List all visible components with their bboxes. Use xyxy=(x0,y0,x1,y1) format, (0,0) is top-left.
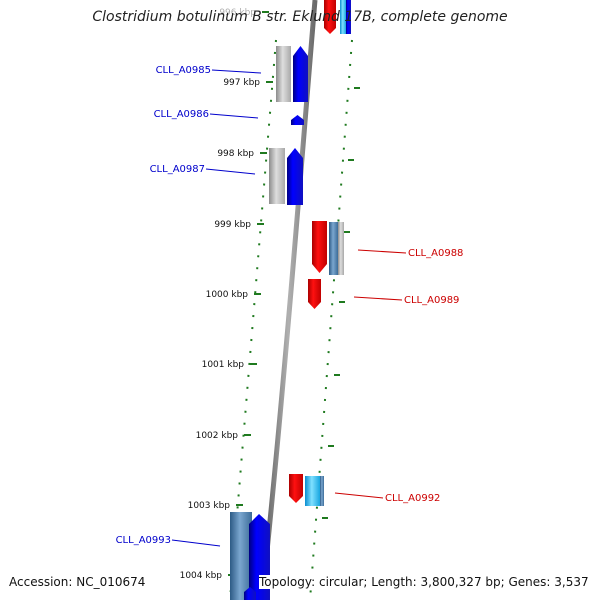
gene-arrow-blue-top xyxy=(346,0,351,34)
gene-label-cll-a0992[interactable]: CLL_A0992 xyxy=(385,493,440,504)
tick-label: 1003 kbp xyxy=(188,501,231,511)
scale-ticks: 996 kbp 997 kbp 998 kbp 999 kbp 1000 kbp 1001… xyxy=(180,8,360,581)
gene-arrow-red xyxy=(312,221,327,273)
tick-label: 996 kbp xyxy=(219,8,256,18)
gene-label-cll-a0986[interactable]: CLL_A0986 xyxy=(154,109,209,120)
gene-block-gray xyxy=(276,46,291,102)
tick-label: 1000 kbp xyxy=(206,290,249,300)
tick-label: 1002 kbp xyxy=(196,431,239,441)
tick-label: 1001 kbp xyxy=(202,360,245,370)
gene-top-cluster xyxy=(324,0,351,34)
gene-cll-a0987[interactable] xyxy=(269,148,303,205)
accession-text: Accession: NC_010674 xyxy=(9,575,146,589)
gene-cll-a0989[interactable] xyxy=(308,279,321,309)
gene-label-cll-a0985[interactable]: CLL_A0985 xyxy=(156,65,211,76)
gene-label-cll-a0993[interactable]: CLL_A0993 xyxy=(116,535,171,546)
inner-track xyxy=(229,39,277,600)
gene-block-steel xyxy=(329,222,338,275)
gene-cll-a0988[interactable] xyxy=(312,221,344,275)
gene-label-cll-a0988[interactable]: CLL_A0988 xyxy=(408,248,463,259)
gene-cll-a0986[interactable] xyxy=(291,115,304,125)
gene-arrow-blue xyxy=(291,115,304,125)
gene-block-cyan xyxy=(305,476,320,506)
tick-label: 1004 kbp xyxy=(180,571,223,581)
map-title: Clostridium botulinum B str. Eklund 17B,… xyxy=(92,9,508,25)
gene-arrow-red-top xyxy=(324,0,336,34)
gene-leader-line xyxy=(171,539,221,547)
outer-track xyxy=(309,39,353,600)
gene-block-steel xyxy=(320,476,324,506)
gene-arrow-blue xyxy=(287,148,303,205)
gene-arrow-blue xyxy=(293,46,308,102)
gene-cll-a0992[interactable] xyxy=(289,474,324,506)
genome-backbone xyxy=(259,0,318,600)
gene-leader-line xyxy=(334,492,384,499)
tick-label: 998 kbp xyxy=(217,149,254,159)
gene-leader-line xyxy=(205,168,256,175)
gene-label-cll-a0987[interactable]: CLL_A0987 xyxy=(150,164,205,175)
gene-leader-line xyxy=(211,69,262,74)
tick-label: 999 kbp xyxy=(214,220,251,230)
gene-leader-line xyxy=(357,249,407,254)
gene-label-cll-a0989[interactable]: CLL_A0989 xyxy=(404,295,459,306)
gene-arrow-red xyxy=(308,279,321,309)
gene-arrow-blue-lower xyxy=(244,587,256,600)
gene-leader-line xyxy=(353,296,403,301)
dotted-track-lines xyxy=(229,39,353,600)
gene-labels: CLL_A0985 CLL_A0986 CLL_A0987 CLL_A0988 CLL_… xyxy=(116,65,463,547)
tick-label: 997 kbp xyxy=(223,78,260,88)
gene-block-steel xyxy=(230,512,252,600)
gene-leader-line xyxy=(209,113,259,119)
gene-arrow-steel-top xyxy=(340,0,346,34)
topology-text: Topology: circular; Length: 3,800,327 bp… xyxy=(259,575,589,589)
gene-block-gray xyxy=(338,222,344,275)
gene-cll-a0985[interactable] xyxy=(276,46,308,102)
gene-block-gray xyxy=(269,148,285,204)
gene-arrow-red xyxy=(289,474,303,503)
